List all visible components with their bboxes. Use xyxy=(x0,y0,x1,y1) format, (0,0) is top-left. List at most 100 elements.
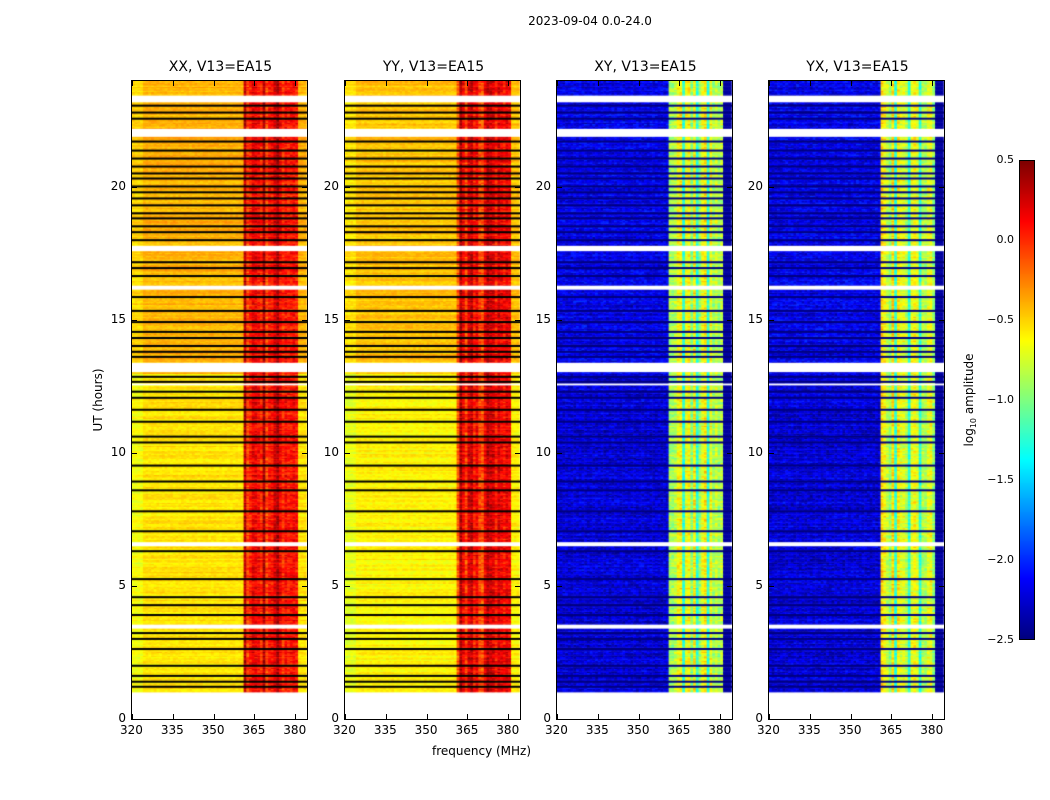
colorbar-tick-label: −2.0 xyxy=(987,553,1014,566)
y-tick-mark xyxy=(345,719,350,720)
x-tick-mark xyxy=(809,81,811,86)
x-tick-label: 335 xyxy=(797,723,821,737)
panel-title: XX, V13=EA15 xyxy=(168,59,273,75)
y-tick-label: 0 xyxy=(543,711,551,725)
y-tick-mark xyxy=(132,453,137,455)
y-tick-label: 10 xyxy=(747,445,763,460)
colorbar-tick-label: 0.5 xyxy=(996,153,1015,166)
y-tick-mark xyxy=(515,187,520,189)
y-tick-mark xyxy=(727,187,732,189)
colorbar-tick-label: 0.0 xyxy=(996,233,1015,246)
x-tick-mark xyxy=(720,714,722,719)
x-tick-mark xyxy=(769,81,770,86)
heatmap-image xyxy=(769,81,944,719)
x-tick-mark xyxy=(467,714,469,719)
x-tick-mark xyxy=(720,81,722,86)
y-axis-label: UT (hours) xyxy=(91,368,105,432)
x-tick-mark xyxy=(597,714,599,719)
x-tick-mark xyxy=(172,714,174,719)
colorbar-tick-label: −1.0 xyxy=(987,393,1014,406)
heatmap-panel-0: XX, V13=EA15 320 335 350 365 380 0 5 10 15 20 xyxy=(111,59,308,737)
colorbar-label: log10 amplitude xyxy=(961,353,979,447)
x-tick-mark xyxy=(769,714,770,719)
x-tick-mark xyxy=(295,81,297,86)
y-tick-mark xyxy=(939,453,944,455)
x-tick-mark xyxy=(345,714,346,719)
panel-title: YY, V13=EA15 xyxy=(382,59,485,75)
x-tick-label: 380 xyxy=(708,723,732,737)
x-tick-label: 335 xyxy=(585,723,609,737)
y-tick-mark xyxy=(515,586,520,588)
x-axis-label: frequency (MHz) xyxy=(432,744,532,758)
y-tick-label: 0 xyxy=(755,711,763,725)
y-tick-mark xyxy=(515,320,520,322)
y-tick-mark xyxy=(302,453,307,455)
x-tick-label: 365 xyxy=(455,723,479,737)
x-tick-mark xyxy=(213,81,215,86)
x-tick-mark xyxy=(467,81,469,86)
y-tick-label: 20 xyxy=(110,179,126,194)
y-tick-mark xyxy=(939,586,944,588)
x-tick-mark xyxy=(254,714,256,719)
x-tick-label: 320 xyxy=(333,723,356,737)
x-tick-label: 320 xyxy=(757,723,780,737)
colorbar-tick-label: −2.5 xyxy=(987,633,1014,646)
y-tick-mark xyxy=(727,719,732,720)
y-tick-label: 15 xyxy=(747,312,763,327)
x-tick-mark xyxy=(557,714,558,719)
x-tick-mark xyxy=(597,81,599,86)
y-tick-mark xyxy=(132,320,137,322)
y-tick-mark xyxy=(345,320,350,322)
x-tick-mark xyxy=(850,81,852,86)
x-tick-mark xyxy=(891,714,893,719)
y-tick-mark xyxy=(302,187,307,189)
x-tick-label: 365 xyxy=(879,723,903,737)
y-tick-mark xyxy=(769,187,774,189)
y-tick-mark xyxy=(557,187,562,189)
x-tick-mark xyxy=(385,714,387,719)
y-tick-label: 20 xyxy=(747,179,763,194)
colorbar xyxy=(1019,160,1035,640)
x-tick-mark xyxy=(132,714,133,719)
x-tick-label: 320 xyxy=(120,723,143,737)
y-tick-mark xyxy=(769,586,774,588)
x-tick-mark xyxy=(679,81,681,86)
x-tick-label: 380 xyxy=(283,723,307,737)
x-tick-mark xyxy=(638,714,640,719)
colorbar-tick-label: −0.5 xyxy=(987,313,1014,326)
x-tick-mark xyxy=(932,81,934,86)
x-tick-label: 350 xyxy=(626,723,650,737)
y-tick-mark xyxy=(727,453,732,455)
y-tick-mark xyxy=(132,187,137,189)
x-tick-mark xyxy=(809,714,811,719)
heatmap-image xyxy=(557,81,732,719)
y-tick-mark xyxy=(302,719,307,720)
y-tick-mark xyxy=(727,320,732,322)
x-tick-mark xyxy=(426,714,428,719)
y-tick-mark xyxy=(302,586,307,588)
x-tick-label: 365 xyxy=(242,723,266,737)
x-tick-mark xyxy=(508,714,510,719)
y-tick-mark xyxy=(769,320,774,322)
heatmap-panel-3: YX, V13=EA15 320 335 350 365 380 0 5 10 15 20 xyxy=(748,59,945,737)
y-tick-mark xyxy=(302,320,307,322)
x-tick-mark xyxy=(932,714,934,719)
y-tick-label: 20 xyxy=(323,179,339,194)
y-tick-mark xyxy=(557,719,562,720)
y-tick-mark xyxy=(515,719,520,720)
x-tick-label: 380 xyxy=(496,723,520,737)
x-tick-label: 380 xyxy=(920,723,944,737)
y-tick-label: 10 xyxy=(535,445,551,460)
y-tick-mark xyxy=(557,586,562,588)
y-tick-mark xyxy=(345,453,350,455)
y-tick-label: 0 xyxy=(118,711,126,725)
x-tick-mark xyxy=(172,81,174,86)
x-tick-label: 350 xyxy=(838,723,862,737)
y-tick-label: 10 xyxy=(110,445,126,460)
y-tick-label: 15 xyxy=(110,312,126,327)
y-tick-mark xyxy=(132,719,137,720)
x-tick-mark xyxy=(508,81,510,86)
x-tick-mark xyxy=(679,714,681,719)
y-tick-mark xyxy=(132,586,137,588)
y-tick-mark xyxy=(939,187,944,189)
